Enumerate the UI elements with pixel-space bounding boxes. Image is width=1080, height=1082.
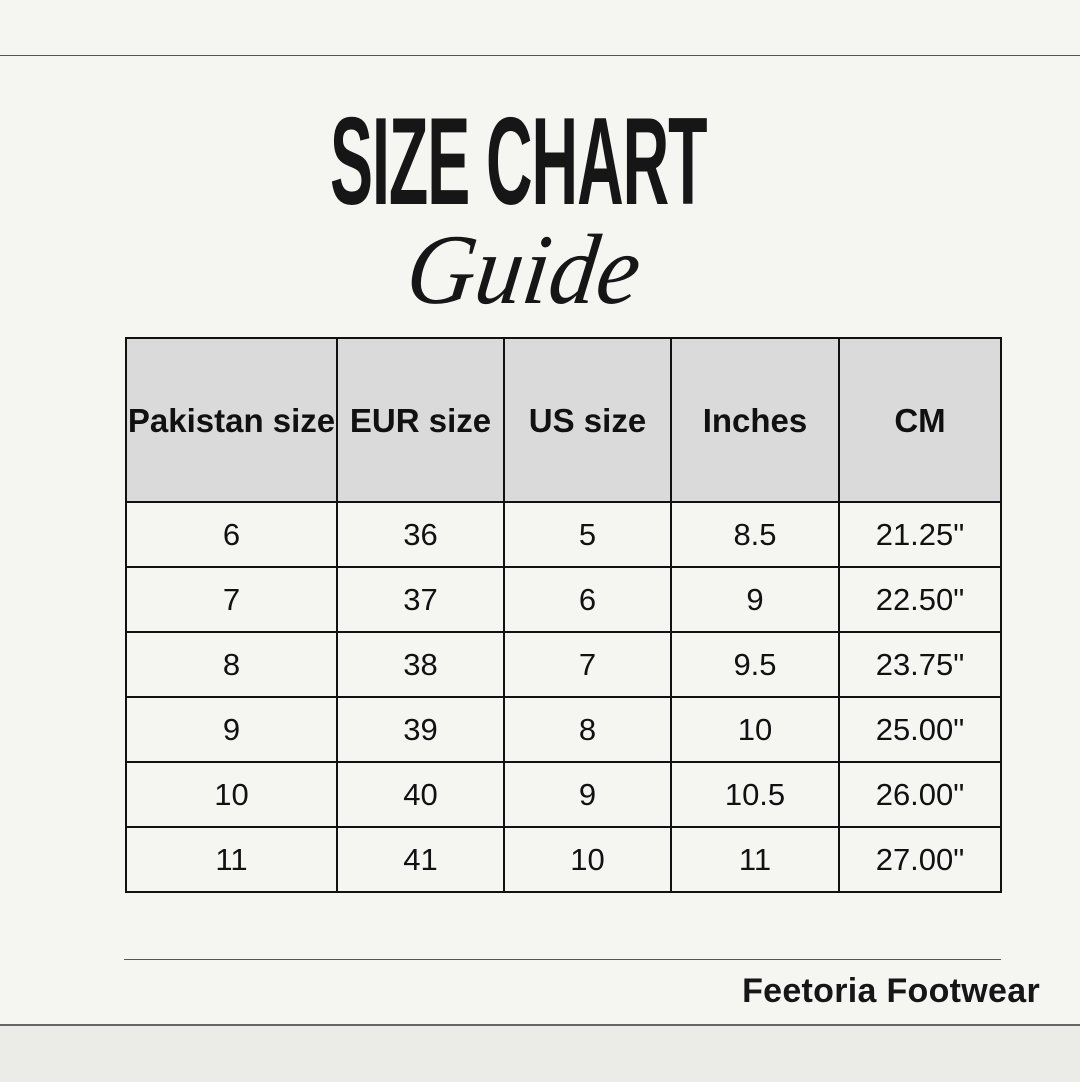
table-row: 9 39 8 10 25.00" bbox=[125, 696, 1002, 763]
page-subtitle-script: Guide bbox=[400, 214, 648, 325]
table-cell: 25.00" bbox=[838, 696, 1002, 763]
size-chart-table: Pakistan size EUR size US size Inches CM… bbox=[125, 337, 1002, 893]
table-cell: 10 bbox=[125, 761, 338, 828]
table-cell: 37 bbox=[336, 566, 505, 633]
table-row: 11 41 10 11 27.00" bbox=[125, 826, 1002, 893]
table-cell: 6 bbox=[125, 501, 338, 568]
table-cell: 10 bbox=[503, 826, 672, 893]
table-cell: 6 bbox=[503, 566, 672, 633]
brand-name: Feetoria Footwear bbox=[742, 972, 1040, 1010]
top-divider bbox=[0, 55, 1080, 56]
header-cm: CM bbox=[838, 337, 1002, 503]
table-cell: 9 bbox=[503, 761, 672, 828]
table-cell: 5 bbox=[503, 501, 672, 568]
table-cell: 10.5 bbox=[670, 761, 840, 828]
header-us-size: US size bbox=[503, 337, 672, 503]
table-cell: 40 bbox=[336, 761, 505, 828]
table-cell: 9.5 bbox=[670, 631, 840, 698]
footer-divider bbox=[124, 959, 1001, 960]
table-cell: 9 bbox=[670, 566, 840, 633]
table-cell: 26.00" bbox=[838, 761, 1002, 828]
page-title: SIZE CHART bbox=[330, 93, 708, 231]
table-row: 6 36 5 8.5 21.25" bbox=[125, 501, 1002, 568]
table-cell: 23.75" bbox=[838, 631, 1002, 698]
table-cell: 8 bbox=[125, 631, 338, 698]
table-row: 8 38 7 9.5 23.75" bbox=[125, 631, 1002, 698]
table-cell: 8 bbox=[503, 696, 672, 763]
table-cell: 8.5 bbox=[670, 501, 840, 568]
table-cell: 36 bbox=[336, 501, 505, 568]
table-cell: 9 bbox=[125, 696, 338, 763]
table-cell: 39 bbox=[336, 696, 505, 763]
header-inches: Inches bbox=[670, 337, 840, 503]
table-cell: 38 bbox=[336, 631, 505, 698]
title-block: SIZE CHART bbox=[330, 93, 770, 231]
table-cell: 27.00" bbox=[838, 826, 1002, 893]
table-cell: 7 bbox=[125, 566, 338, 633]
table-cell: 41 bbox=[336, 826, 505, 893]
table-cell: 22.50" bbox=[838, 566, 1002, 633]
table-cell: 11 bbox=[125, 826, 338, 893]
table-header-row: Pakistan size EUR size US size Inches CM bbox=[125, 337, 1002, 503]
table-cell: 11 bbox=[670, 826, 840, 893]
table-cell: 7 bbox=[503, 631, 672, 698]
table-cell: 21.25" bbox=[838, 501, 1002, 568]
table-row: 10 40 9 10.5 26.00" bbox=[125, 761, 1002, 828]
header-eur-size: EUR size bbox=[336, 337, 505, 503]
table-cell: 10 bbox=[670, 696, 840, 763]
bottom-strip bbox=[0, 1024, 1080, 1082]
table-row: 7 37 6 9 22.50" bbox=[125, 566, 1002, 633]
header-pakistan-size: Pakistan size bbox=[125, 337, 338, 503]
